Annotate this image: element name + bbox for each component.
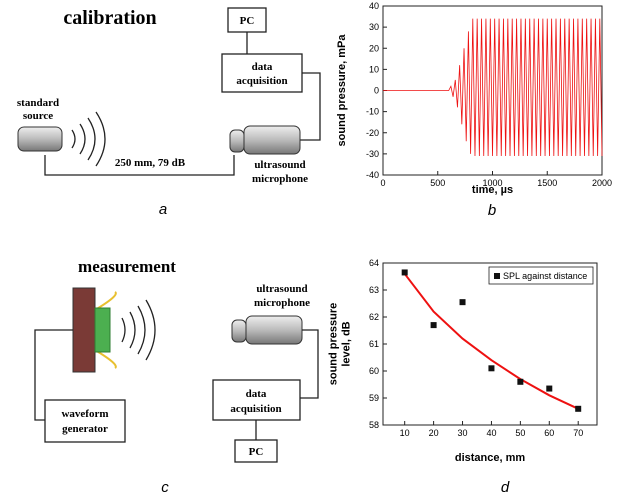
point [401, 269, 408, 276]
x-tick-label: 40 [486, 428, 496, 438]
signal-line [383, 18, 603, 156]
y-tick-label: 58 [369, 420, 379, 430]
mic-head [231, 319, 247, 343]
panel-label: c [161, 479, 169, 496]
x-tick-label: 20 [429, 428, 439, 438]
bracket [44, 155, 235, 176]
y-tick-label: 0 [374, 86, 379, 96]
x-tick-label: 30 [458, 428, 468, 438]
panel-a: calibration PC data acquisition standard… [17, 7, 321, 218]
y-tick-label: -40 [366, 170, 379, 180]
x-tick-label: 60 [544, 428, 554, 438]
point [488, 365, 495, 372]
label: data [252, 61, 273, 73]
y-axis-label: sound pressure [328, 303, 340, 386]
legend-label: SPL against distance [503, 271, 587, 281]
plate [72, 287, 96, 373]
label: generator [62, 423, 108, 435]
y-tick-label: 62 [369, 312, 379, 322]
label: waveform [61, 408, 108, 420]
point [430, 322, 437, 329]
y-tick-label: 63 [369, 285, 379, 295]
source [17, 126, 63, 152]
label: microphone [252, 173, 308, 185]
panel-label: a [159, 201, 167, 218]
y-tick-label: 64 [369, 258, 379, 268]
mic-head [229, 129, 245, 153]
label: ultrasound [256, 283, 307, 295]
y-tick-label: -20 [366, 128, 379, 138]
y-tick-label: 59 [369, 393, 379, 403]
x-axis-label: distance, mm [455, 452, 526, 464]
label: PC [240, 15, 255, 27]
mic-body [243, 125, 301, 155]
mic-body [245, 315, 303, 345]
legend-box [488, 266, 594, 285]
label: 250 mm, 79 dB [115, 157, 186, 169]
daq-box [212, 379, 301, 421]
title: measurement [78, 257, 176, 276]
x-tick-label: 500 [430, 178, 445, 188]
point [459, 299, 466, 306]
panel-label: b [488, 202, 496, 219]
y-tick-label: 40 [369, 1, 379, 11]
x-tick-label: 50 [515, 428, 525, 438]
waves [121, 299, 156, 361]
x-tick-label: 1500 [537, 178, 557, 188]
label: ultrasound [254, 159, 305, 171]
point [546, 385, 553, 392]
sample [94, 307, 111, 353]
y-axis-label: level, dB [341, 321, 353, 366]
x-axis-label: time, µs [472, 184, 513, 196]
x-tick-label: 10 [400, 428, 410, 438]
wire [255, 329, 319, 440]
label: source [23, 110, 53, 122]
y-tick-label: -10 [366, 107, 379, 117]
chart: 0 500 1000 1500 2000 -40 -30 -20 -10 0 10 20 30 40 tim… [336, 1, 612, 219]
label: microphone [254, 297, 310, 309]
y-tick-label: 20 [369, 43, 379, 53]
chart: 10 20 30 40 50 60 70 58 59 60 61 62 63 64 distance, mm… [328, 258, 598, 496]
panel-label: d [501, 479, 510, 496]
label: acquisition [230, 403, 281, 415]
legend-marker [494, 273, 500, 279]
x-tick-label: 70 [573, 428, 583, 438]
x-tick-label: 1000 [482, 178, 502, 188]
title: calibration [63, 7, 156, 29]
y-axis-label: sound pressure, mPa [336, 34, 348, 147]
daq-box [221, 53, 303, 93]
wire [34, 329, 73, 421]
y-tick-label: 61 [369, 339, 379, 349]
label: standard [17, 97, 59, 109]
point [575, 405, 582, 412]
label: acquisition [236, 75, 287, 87]
y-tick-label: 30 [369, 22, 379, 32]
waves [71, 111, 106, 167]
label: data [246, 388, 267, 400]
panel-c: measurement waveform generator ultrasoun… [34, 257, 319, 496]
point [517, 378, 524, 385]
pc-box [234, 439, 278, 463]
y-tick-label: 10 [369, 64, 379, 74]
x-tick-label: 2000 [592, 178, 612, 188]
wire [246, 32, 321, 141]
generator-box [44, 399, 126, 443]
y-tick-label: -30 [366, 149, 379, 159]
y-tick-label: 60 [369, 366, 379, 376]
label: PC [249, 446, 264, 458]
x-tick-label: 0 [380, 178, 385, 188]
fit-line [403, 273, 579, 410]
